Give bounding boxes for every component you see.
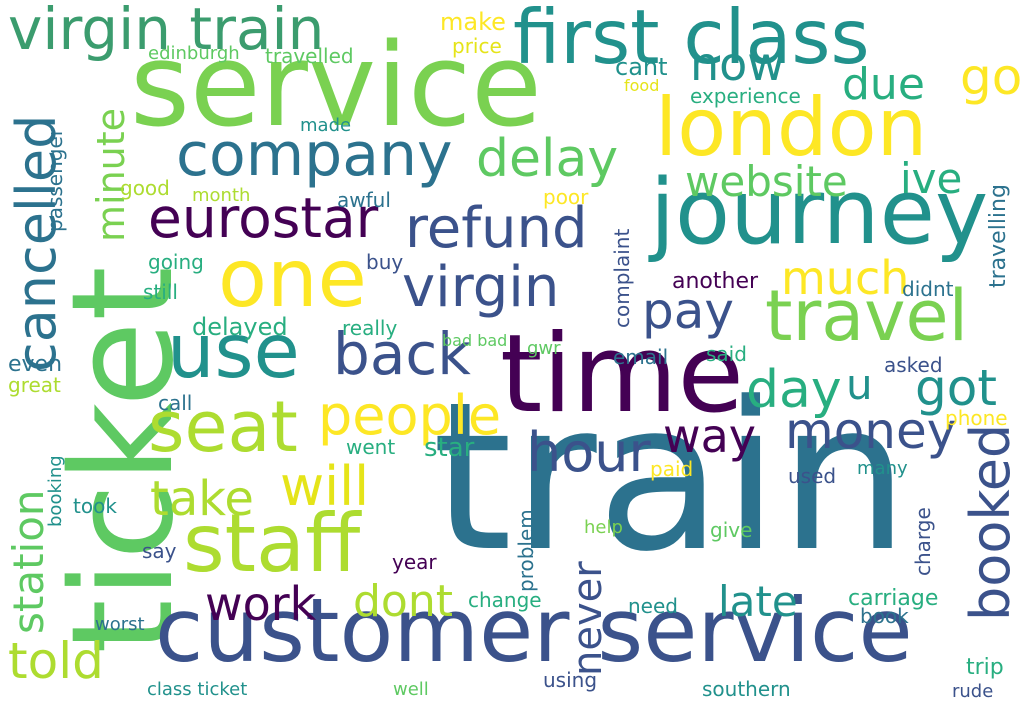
cloud-word: staff xyxy=(183,496,361,590)
cloud-word: change xyxy=(468,588,542,613)
cloud-word: worst xyxy=(95,613,145,635)
cloud-word: poor xyxy=(543,185,589,210)
cloud-word: said xyxy=(706,342,747,367)
cloud-word: train xyxy=(432,358,910,597)
cloud-word: told xyxy=(8,632,104,690)
cloud-word: delay xyxy=(476,128,619,189)
cloud-word: many xyxy=(857,457,908,479)
cloud-word: going xyxy=(148,250,204,275)
cloud-word: complaint xyxy=(610,229,634,329)
cloud-word: really xyxy=(342,316,398,341)
cloud-word: edinburgh xyxy=(148,42,240,64)
cloud-word: another xyxy=(672,269,759,295)
cloud-word: one xyxy=(218,231,367,325)
cloud-word: still xyxy=(143,280,178,305)
cloud-word: customer service xyxy=(155,578,913,682)
cloud-word: journey xyxy=(650,159,989,265)
cloud-word: give xyxy=(710,518,753,543)
cloud-word: people xyxy=(318,383,502,447)
cloud-word: use xyxy=(167,307,300,395)
cloud-word: paid xyxy=(650,457,694,482)
cloud-word: seat xyxy=(148,386,298,469)
cloud-word: experience xyxy=(690,84,801,109)
cloud-word: hour xyxy=(527,420,651,484)
cloud-word: trip xyxy=(966,655,1004,681)
cloud-word: asked xyxy=(884,353,943,378)
cloud-word: using xyxy=(543,668,598,693)
cloud-word: food xyxy=(624,75,660,95)
cloud-word: charge xyxy=(911,507,935,577)
cloud-word: went xyxy=(346,435,396,460)
cloud-word: late xyxy=(718,576,798,626)
cloud-word: problem xyxy=(514,509,538,593)
cloud-word: year xyxy=(392,550,437,575)
cloud-word: london xyxy=(655,80,928,174)
cloud-word: dont xyxy=(353,576,453,628)
cloud-word: ive xyxy=(900,153,963,203)
cloud-word: service xyxy=(130,18,542,153)
cloud-word: back xyxy=(333,320,471,389)
cloud-word: way xyxy=(663,409,757,464)
cloud-word: good xyxy=(120,176,170,201)
cloud-word: minute xyxy=(89,107,133,242)
cloud-word: travelled xyxy=(265,44,354,69)
cloud-word: day xyxy=(746,359,842,420)
cloud-word: phone xyxy=(945,406,1008,431)
cloud-word: never xyxy=(565,561,611,676)
cloud-word: rude xyxy=(952,680,994,702)
cloud-word: due xyxy=(842,59,925,111)
cloud-word: bad bad xyxy=(442,330,508,350)
cloud-word: need xyxy=(628,594,678,619)
cloud-word: great xyxy=(8,373,61,398)
cloud-word: money xyxy=(785,402,957,460)
cloud-word: price xyxy=(452,34,502,59)
cloud-word: call xyxy=(158,391,193,416)
cloud-word: take xyxy=(150,471,254,528)
cloud-word: make xyxy=(440,8,506,37)
cloud-word: u xyxy=(846,359,873,409)
cloud-word: email xyxy=(613,345,669,370)
cloud-word: well xyxy=(393,678,429,700)
cloud-word: time xyxy=(500,312,745,438)
cloud-word: class ticket xyxy=(147,678,248,700)
cloud-word: even xyxy=(8,352,63,378)
cloud-word: buy xyxy=(366,250,404,275)
cloud-word: didnt xyxy=(902,277,954,302)
cloud-word: pay xyxy=(642,282,734,340)
cloud-word: book xyxy=(860,604,909,629)
cloud-word: say xyxy=(142,539,177,564)
cloud-word: got xyxy=(915,359,997,417)
cloud-word: help xyxy=(584,516,623,538)
cloud-word: travel xyxy=(765,275,969,358)
cloud-word: southern xyxy=(702,677,791,702)
cloud-word: took xyxy=(73,494,117,519)
cloud-word: website xyxy=(685,156,848,206)
cloud-word: now xyxy=(690,37,785,92)
cloud-word: go xyxy=(960,48,1023,106)
cloud-word: eurostar xyxy=(148,185,379,250)
cloud-word: booked xyxy=(959,423,1022,621)
cloud-word: work xyxy=(205,577,317,632)
cloud-word: virgin xyxy=(402,254,560,320)
cloud-word: month xyxy=(192,184,251,206)
cloud-word: refund xyxy=(405,195,588,261)
cloud-word: company xyxy=(176,120,453,191)
cloud-word: booking xyxy=(45,454,66,527)
cloud-word: first class xyxy=(513,0,870,81)
cloud-word: awful xyxy=(337,188,391,213)
cloud-word: much xyxy=(781,251,910,306)
cloud-word: travelling xyxy=(986,184,1011,289)
cloud-word: virgin train xyxy=(8,0,325,63)
cloud-word: made xyxy=(300,114,352,136)
cloud-word: gwr xyxy=(527,337,561,359)
cloud-word: cant xyxy=(615,53,668,82)
cloud-word: passenger xyxy=(43,128,67,233)
cloud-word: used xyxy=(788,464,837,489)
cloud-word: station xyxy=(4,489,53,634)
cloud-word: carriage xyxy=(848,586,939,612)
cloud-word: will xyxy=(280,454,370,518)
cloud-word: star xyxy=(424,432,475,463)
cloud-word: delayed xyxy=(192,313,288,342)
